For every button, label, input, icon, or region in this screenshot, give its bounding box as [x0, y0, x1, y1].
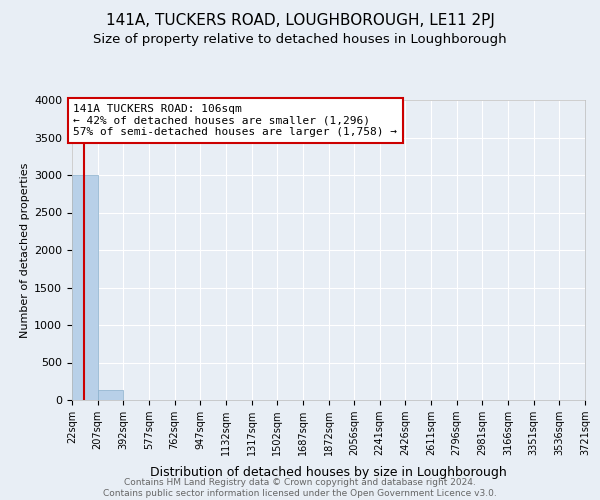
- Bar: [98, 390, 124, 400]
- Text: 141A TUCKERS ROAD: 106sqm
← 42% of detached houses are smaller (1,296)
57% of se: 141A TUCKERS ROAD: 106sqm ← 42% of detac…: [73, 104, 397, 137]
- Text: 141A, TUCKERS ROAD, LOUGHBOROUGH, LE11 2PJ: 141A, TUCKERS ROAD, LOUGHBOROUGH, LE11 2…: [106, 12, 494, 28]
- Bar: [72, 175, 98, 400]
- Y-axis label: Number of detached properties: Number of detached properties: [20, 162, 30, 338]
- X-axis label: Distribution of detached houses by size in Loughborough: Distribution of detached houses by size …: [150, 466, 507, 479]
- Text: Size of property relative to detached houses in Loughborough: Size of property relative to detached ho…: [93, 32, 507, 46]
- Text: Contains HM Land Registry data © Crown copyright and database right 2024.
Contai: Contains HM Land Registry data © Crown c…: [103, 478, 497, 498]
